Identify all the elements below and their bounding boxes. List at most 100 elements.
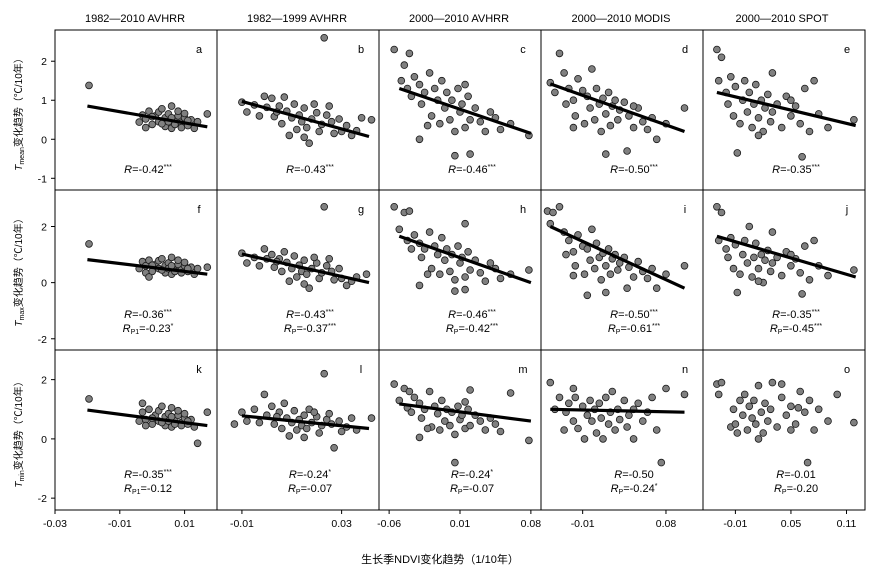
scatter-point <box>757 250 766 259</box>
scatter-point <box>680 104 689 112</box>
scatter-point <box>135 118 144 126</box>
scatter-point <box>714 390 723 399</box>
scatter-point <box>810 76 818 85</box>
x-axis-title: 生长季NDVI变化趋势（1/10年） <box>361 552 519 566</box>
scatter-point <box>437 76 446 85</box>
scatter-point <box>555 393 564 402</box>
scatter-point <box>448 96 456 104</box>
scatter-point <box>141 123 150 132</box>
scatter-point <box>729 112 738 120</box>
regression-line <box>87 258 208 276</box>
scatter-point <box>814 405 823 414</box>
stat-rp: RP=-0.45*** <box>770 323 823 336</box>
stat-r: R=-0.01 <box>776 469 815 481</box>
scatter-point <box>362 270 371 279</box>
scatter-point <box>713 45 721 54</box>
scatter-point <box>312 108 321 117</box>
scatter-point <box>805 275 814 284</box>
scatter-point <box>280 93 289 101</box>
stat-r: R=-0.35*** <box>772 164 820 176</box>
y-tick-label: 2 <box>41 375 47 387</box>
scatter-point <box>750 253 758 262</box>
scatter-point <box>562 100 570 108</box>
scatter-point <box>427 112 436 120</box>
panel-letter: o <box>844 364 850 376</box>
scatter-point <box>736 396 744 405</box>
scatter-point <box>496 274 505 283</box>
scatter-point <box>407 245 416 253</box>
scatter-point <box>761 256 769 265</box>
scatter-point <box>292 125 301 134</box>
scatter-point <box>629 435 638 443</box>
scatter-point <box>425 69 434 77</box>
scatter-point <box>800 242 809 250</box>
scatter-point <box>177 123 186 132</box>
scatter-point <box>158 105 166 113</box>
scatter-point <box>643 274 652 283</box>
scatter-point <box>292 273 301 281</box>
scatter-point <box>138 408 147 417</box>
scatter-point <box>180 409 189 418</box>
scatter-point <box>167 102 176 110</box>
scatter-point <box>325 102 334 110</box>
scatter-point <box>461 123 469 132</box>
scatter-point <box>481 277 490 286</box>
scatter-point <box>466 116 474 124</box>
scatter-point <box>423 270 432 279</box>
panel-i: i R=-0.50*** RP=-0.61*** <box>540 189 704 351</box>
scatter-point <box>777 393 786 402</box>
scatter-point <box>580 270 589 279</box>
scatter-point <box>724 253 732 262</box>
scatter-point <box>330 275 338 284</box>
y-tick-label: -2 <box>38 334 47 346</box>
scatter-point <box>638 117 647 126</box>
scatter-point <box>451 287 459 295</box>
x-tick-label: 0.03 <box>331 518 352 530</box>
scatter-point <box>193 439 202 448</box>
scatter-point <box>415 135 424 144</box>
scatter-point <box>471 104 480 112</box>
scatter-point <box>267 94 276 103</box>
scatter-point <box>390 203 399 211</box>
y-tick-label: 0 <box>41 434 47 446</box>
scatter-point <box>588 65 596 73</box>
scatter-point <box>850 418 858 427</box>
scatter-point <box>606 270 615 279</box>
scatter-point <box>805 396 814 405</box>
scatter-point <box>595 399 604 408</box>
scatter-point <box>300 104 309 112</box>
scatter-point <box>395 396 404 405</box>
regression-line <box>241 414 370 431</box>
scatter-point <box>740 390 749 399</box>
scatter-point <box>611 426 619 434</box>
scatter-point <box>193 264 202 273</box>
scatter-point <box>174 406 182 415</box>
scatter-point <box>569 123 578 132</box>
scatter-point <box>717 208 726 217</box>
panel-letter: e <box>844 44 850 56</box>
scatter-point <box>458 100 466 108</box>
scatter-point <box>590 116 599 124</box>
stat-rp: RP=-0.24* <box>611 483 658 496</box>
scatter-point <box>586 396 594 405</box>
scatter-point <box>766 405 775 414</box>
scatter-point <box>417 253 426 262</box>
panel-n: n R=-0.50 RP=-0.24* -0.01 0.08 <box>540 349 704 530</box>
scatter-point <box>623 423 631 431</box>
scatter-point <box>773 423 781 431</box>
scatter-point <box>597 414 605 422</box>
scatter-point <box>583 411 592 420</box>
scatter-point <box>435 119 444 128</box>
scatter-point <box>330 129 338 138</box>
scatter-point <box>629 102 638 110</box>
panel-letter: i <box>684 204 686 216</box>
scatter-point <box>85 81 93 90</box>
scatter-point <box>466 421 474 430</box>
panel-f: f R=-0.36*** RP1=-0.23* -2 0 2 <box>38 189 218 351</box>
scatter-point <box>461 285 469 294</box>
panel-k: k R=-0.35*** RP1=-0.12 -2 0 2 -0.03 -0.01 0.01 <box>38 349 218 530</box>
panel-letter: k <box>196 364 202 376</box>
scatter-point <box>766 117 775 126</box>
scatter-point <box>491 420 500 428</box>
scatter-point <box>794 403 803 412</box>
